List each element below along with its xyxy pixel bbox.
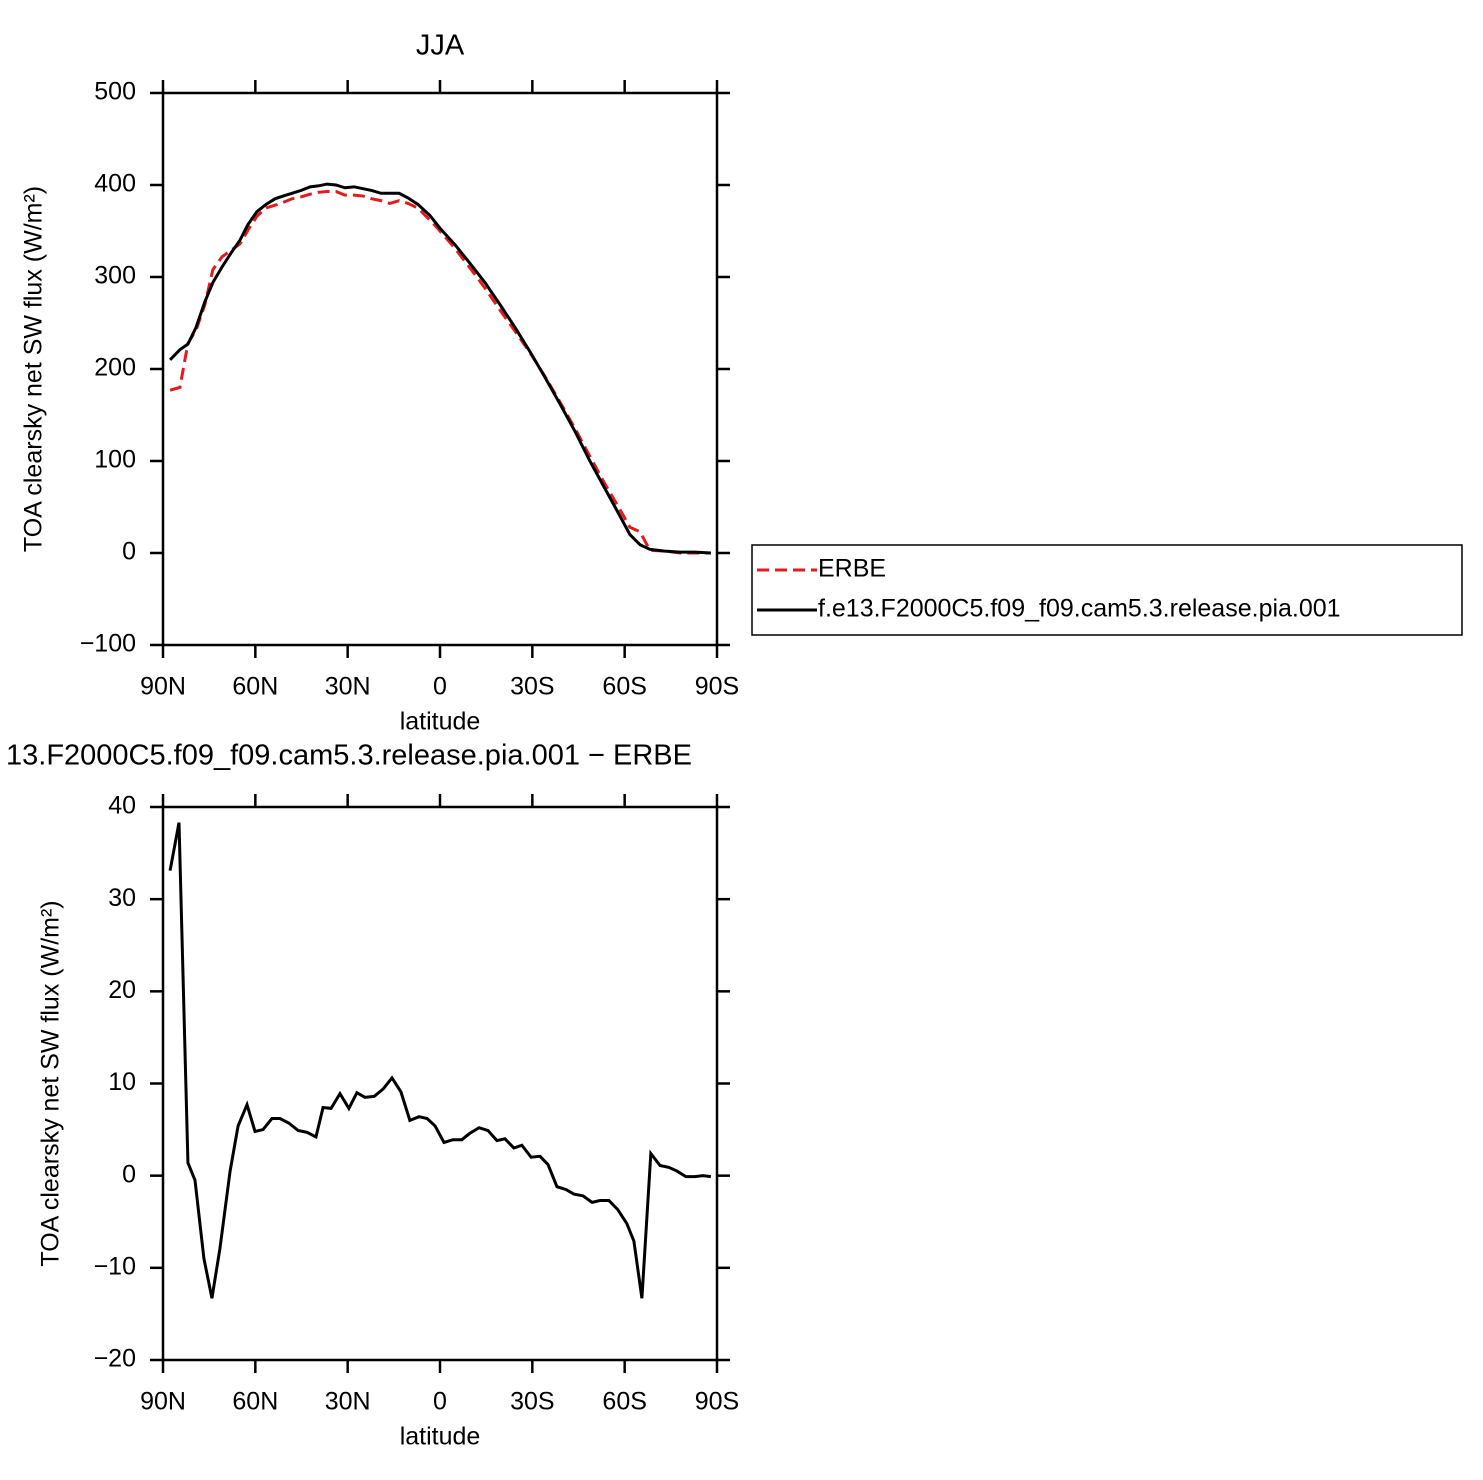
y-axis-label: TOA clearsky net SW flux (W/m²) — [20, 186, 48, 552]
y-tick-label: 300 — [94, 262, 136, 290]
data-line — [169, 182, 711, 555]
legend-label: f.e13.F2000C5.f09_f09.cam5.3.release.pia… — [818, 595, 1341, 623]
x-axis-label: latitude — [400, 708, 481, 736]
y-tick-label: −100 — [80, 630, 136, 658]
y-tick-label: −10 — [94, 1252, 136, 1280]
legend-label: ERBE — [818, 555, 886, 583]
x-tick-label: 30N — [325, 673, 371, 701]
y-tick-label: 10 — [108, 1068, 136, 1096]
y-tick-label: 100 — [94, 446, 136, 474]
x-tick-label: 90N — [140, 1388, 186, 1416]
y-tick-label: 200 — [94, 354, 136, 382]
legend-box — [751, 544, 1463, 636]
y-axis-label: TOA clearsky net SW flux (W/m²) — [37, 900, 65, 1266]
y-tick-label: 0 — [122, 538, 136, 566]
x-tick-label: 90S — [695, 1388, 739, 1416]
data-line — [168, 822, 712, 1299]
x-tick-label: 60N — [232, 1388, 278, 1416]
y-tick-label: 400 — [94, 170, 136, 198]
chart-title: 13.F2000C5.f09_f09.cam5.3.release.pia.00… — [6, 740, 692, 772]
x-tick-label: 0 — [433, 1388, 447, 1416]
plot-frame — [161, 805, 719, 1362]
y-tick-label: 500 — [94, 78, 136, 106]
data-line — [169, 189, 711, 555]
y-tick-label: 40 — [108, 792, 136, 820]
x-tick-label: 60S — [602, 1388, 646, 1416]
x-tick-label: 0 — [433, 673, 447, 701]
y-tick-label: 0 — [122, 1160, 136, 1188]
x-tick-label: 90N — [140, 673, 186, 701]
x-tick-label: 30S — [510, 673, 554, 701]
x-axis-label: latitude — [400, 1423, 481, 1451]
plot-frame — [161, 91, 719, 647]
x-tick-label: 30N — [325, 1388, 371, 1416]
y-tick-label: 20 — [108, 976, 136, 1004]
x-tick-label: 90S — [695, 673, 739, 701]
x-tick-label: 30S — [510, 1388, 554, 1416]
chart-title: JJA — [416, 30, 465, 62]
y-tick-label: 30 — [108, 884, 136, 912]
x-tick-label: 60S — [602, 673, 646, 701]
x-tick-label: 60N — [232, 673, 278, 701]
y-tick-label: −20 — [94, 1345, 136, 1373]
